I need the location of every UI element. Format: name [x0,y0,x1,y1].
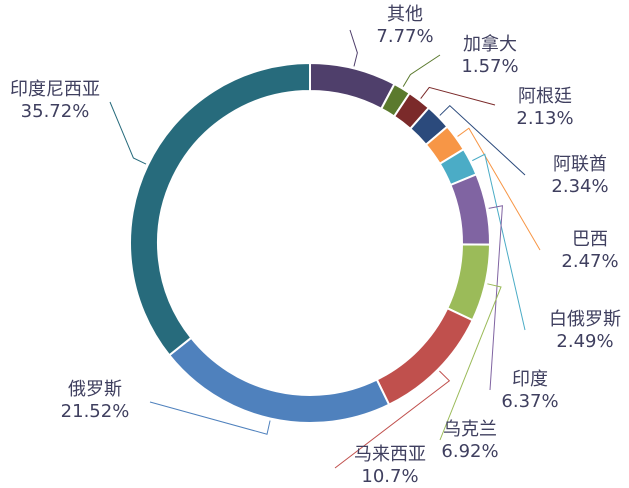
value-label: 2.34% [551,176,608,197]
donut-segment [129,61,311,357]
value-label: 2.49% [556,331,613,352]
category-label: 白俄罗斯 [549,309,621,330]
value-label: 10.7% [361,466,418,487]
leader-line [488,205,503,391]
category-label: 阿联酋 [553,154,607,175]
category-label: 其他 [387,4,423,25]
donut-segment [445,243,492,322]
category-label: 印度尼西亚 [10,79,100,100]
donut-segment [167,336,391,424]
value-label: 7.77% [376,26,433,47]
category-label: 阿根廷 [518,86,572,107]
category-label: 加拿大 [463,33,517,55]
leader-line [109,101,147,165]
value-label: 2.47% [561,251,618,272]
category-label: 印度 [512,369,548,390]
leader-line [439,104,526,176]
category-label: 俄罗斯 [68,379,122,400]
value-label: 1.57% [461,56,518,77]
donut-segment [375,306,474,407]
leader-line [420,86,496,106]
value-label: 2.13% [516,108,573,129]
leader-line [349,29,358,67]
value-label: 21.52% [61,401,130,422]
leader-line [457,127,541,251]
leader-line [472,153,526,331]
donut-segment [309,61,396,111]
leader-line [439,283,502,441]
category-label: 巴西 [572,229,608,250]
value-label: 6.37% [501,391,558,412]
category-label: 马来西亚 [354,444,426,465]
leader-line [402,54,441,87]
category-label: 乌克兰 [443,419,497,440]
leader-line [334,370,451,469]
value-label: 35.72% [21,101,90,122]
value-label: 6.92% [441,441,498,462]
donut-segment [449,173,491,246]
leader-line [149,401,271,435]
